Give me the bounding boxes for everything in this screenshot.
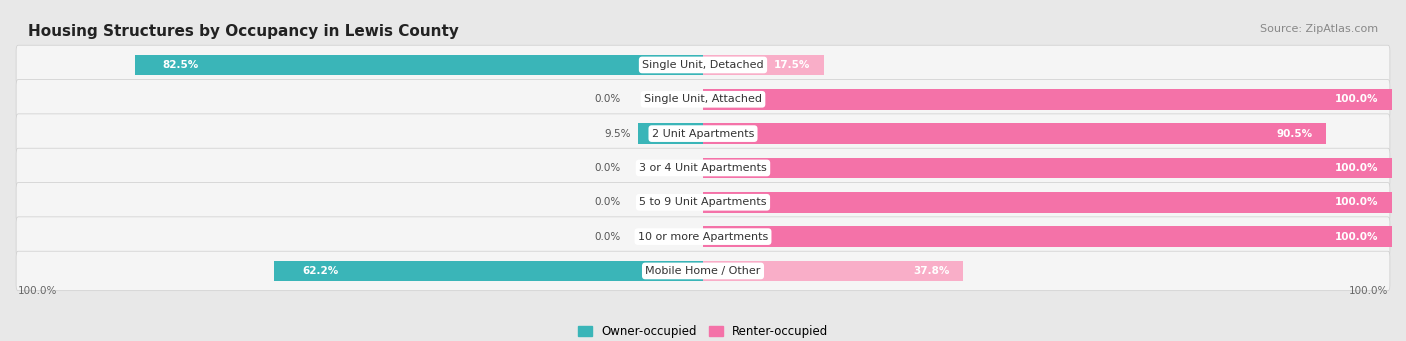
Bar xyxy=(637,123,703,144)
Bar xyxy=(703,261,963,281)
Text: 100.0%: 100.0% xyxy=(1348,286,1388,296)
Text: 0.0%: 0.0% xyxy=(595,197,620,207)
Bar xyxy=(274,261,703,281)
Text: Housing Structures by Occupancy in Lewis County: Housing Structures by Occupancy in Lewis… xyxy=(28,24,458,39)
FancyBboxPatch shape xyxy=(15,114,1391,153)
Bar xyxy=(703,55,824,75)
Text: 100.0%: 100.0% xyxy=(1334,232,1378,242)
Text: 3 or 4 Unit Apartments: 3 or 4 Unit Apartments xyxy=(640,163,766,173)
Text: 2 Unit Apartments: 2 Unit Apartments xyxy=(652,129,754,138)
Text: 100.0%: 100.0% xyxy=(18,286,58,296)
Text: 17.5%: 17.5% xyxy=(773,60,810,70)
Text: 100.0%: 100.0% xyxy=(1334,197,1378,207)
Bar xyxy=(703,226,1392,247)
Text: Mobile Home / Other: Mobile Home / Other xyxy=(645,266,761,276)
Text: 0.0%: 0.0% xyxy=(595,232,620,242)
FancyBboxPatch shape xyxy=(15,217,1391,256)
Text: 0.0%: 0.0% xyxy=(595,94,620,104)
Text: 9.5%: 9.5% xyxy=(605,129,631,138)
FancyBboxPatch shape xyxy=(15,251,1391,291)
Bar xyxy=(703,192,1392,212)
FancyBboxPatch shape xyxy=(15,148,1391,188)
Bar xyxy=(703,123,1326,144)
Text: 0.0%: 0.0% xyxy=(595,163,620,173)
Text: 10 or more Apartments: 10 or more Apartments xyxy=(638,232,768,242)
Text: Source: ZipAtlas.com: Source: ZipAtlas.com xyxy=(1260,24,1378,34)
Legend: Owner-occupied, Renter-occupied: Owner-occupied, Renter-occupied xyxy=(572,321,834,341)
FancyBboxPatch shape xyxy=(15,45,1391,85)
Text: Single Unit, Attached: Single Unit, Attached xyxy=(644,94,762,104)
Text: Single Unit, Detached: Single Unit, Detached xyxy=(643,60,763,70)
Text: 37.8%: 37.8% xyxy=(914,266,949,276)
Bar xyxy=(135,55,703,75)
FancyBboxPatch shape xyxy=(15,79,1391,119)
Bar xyxy=(703,89,1392,109)
Text: 62.2%: 62.2% xyxy=(302,266,339,276)
Bar xyxy=(703,158,1392,178)
Text: 100.0%: 100.0% xyxy=(1334,163,1378,173)
Text: 100.0%: 100.0% xyxy=(1334,94,1378,104)
Text: 82.5%: 82.5% xyxy=(162,60,198,70)
FancyBboxPatch shape xyxy=(15,182,1391,222)
Text: 5 to 9 Unit Apartments: 5 to 9 Unit Apartments xyxy=(640,197,766,207)
Text: 90.5%: 90.5% xyxy=(1277,129,1313,138)
